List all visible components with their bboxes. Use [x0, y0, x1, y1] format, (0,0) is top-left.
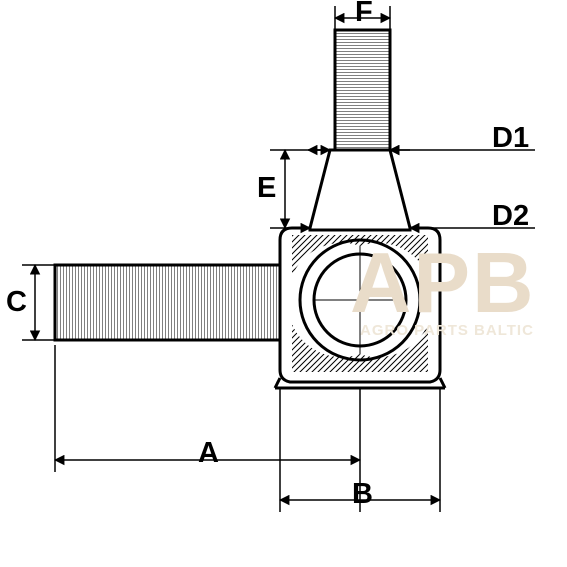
neck — [310, 150, 410, 228]
shaft — [55, 265, 280, 340]
label-c: C — [6, 286, 27, 319]
label-e: E — [257, 172, 276, 205]
label-d1: D1 — [492, 122, 529, 155]
drawing-svg — [0, 0, 567, 567]
label-b: B — [352, 478, 373, 511]
label-a: A — [198, 437, 219, 470]
part-body — [55, 30, 445, 388]
label-f: F — [355, 0, 373, 29]
stud-thread — [335, 30, 390, 150]
label-d2: D2 — [492, 200, 529, 233]
diagram-stage: APB AGRO PARTS BALTIC — [0, 0, 567, 567]
